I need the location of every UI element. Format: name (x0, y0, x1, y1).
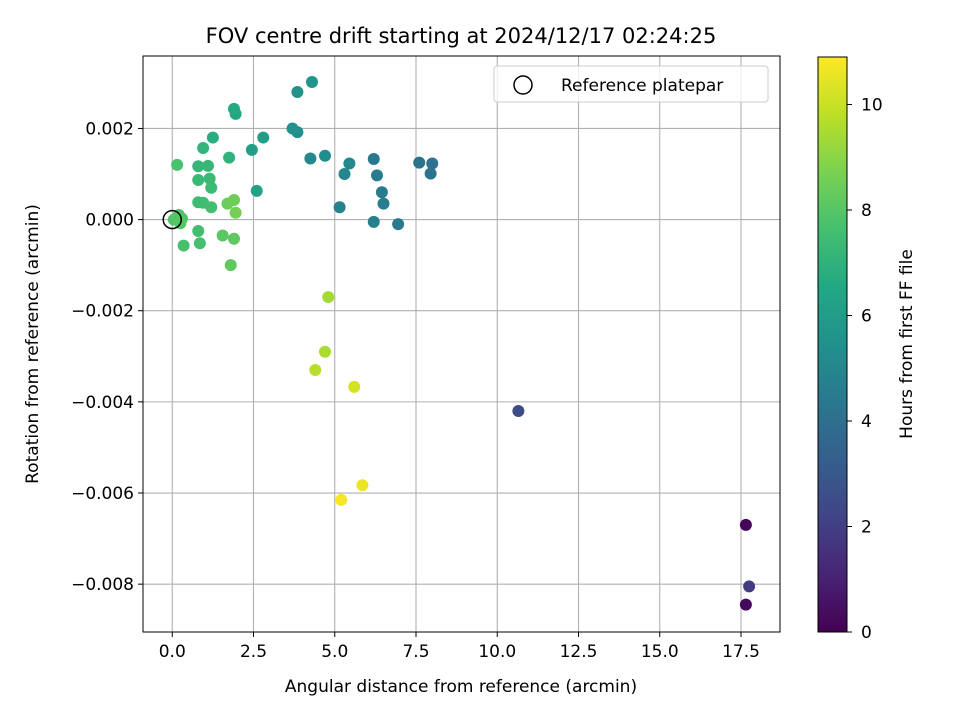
data-point (322, 291, 335, 304)
colorbar-tick-label: 6 (861, 306, 872, 326)
data-point (257, 131, 270, 144)
data-point (205, 201, 218, 214)
data-point (739, 518, 752, 531)
x-tick-label: 2.5 (240, 642, 267, 662)
legend-box (493, 65, 769, 103)
y-tick-label: 0.002 (85, 119, 134, 139)
x-tick-label: 12.5 (560, 642, 598, 662)
data-point (413, 156, 426, 169)
data-point (512, 404, 525, 417)
data-point (367, 152, 380, 165)
data-point (197, 142, 210, 155)
chart-title: FOV centre drift starting at 2024/12/17 … (206, 24, 717, 48)
colorbar-tick-label: 2 (861, 517, 872, 537)
data-point (319, 345, 331, 358)
data-point (245, 143, 258, 156)
data-point (192, 173, 205, 186)
data-point (192, 160, 205, 173)
x-tick-label: 0.0 (159, 642, 186, 662)
x-tick-label: 17.5 (722, 642, 760, 662)
data-point (286, 122, 299, 135)
data-point (171, 158, 184, 171)
data-point (392, 218, 405, 231)
data-points (167, 75, 756, 611)
data-point (333, 201, 346, 214)
data-point (739, 598, 752, 611)
data-point (250, 184, 263, 197)
x-tick-label: 5.0 (321, 642, 348, 662)
data-point (343, 157, 356, 170)
data-point (202, 159, 214, 172)
data-point (426, 157, 439, 170)
colorbar-tick-label: 4 (861, 412, 872, 432)
grid-lines (143, 56, 780, 632)
x-axis-ticks: 0.0 2.5 5.0 7.5 10.0 12.5 15.0 17.5 (159, 632, 760, 662)
data-point (338, 168, 351, 181)
data-point (228, 194, 240, 206)
y-tick-label: −0.008 (71, 575, 134, 595)
y-tick-label: 0.000 (85, 211, 134, 231)
colorbar-ticks: 0 2 4 6 8 10 (847, 95, 883, 643)
data-point (223, 151, 236, 164)
reference-marker-layer (162, 209, 182, 230)
data-point (319, 149, 331, 162)
colorbar-tick-label: 10 (861, 95, 883, 115)
data-point (375, 186, 388, 199)
y-axis-label: Rotation from reference (arcmin) (23, 204, 43, 484)
data-point (177, 239, 190, 252)
data-point (309, 363, 322, 376)
data-point (216, 229, 229, 242)
data-point (371, 169, 383, 182)
y-axis-ticks: 0.002 0.000 −0.002 −0.004 −0.006 −0.008 (71, 119, 143, 595)
y-tick-label: −0.004 (71, 393, 134, 413)
x-tick-label: 7.5 (402, 642, 429, 662)
data-point (356, 479, 369, 492)
data-point (192, 224, 205, 237)
data-point (348, 380, 361, 393)
data-point (203, 172, 216, 185)
data-point (224, 259, 237, 272)
data-point (304, 152, 317, 165)
data-point (424, 167, 437, 180)
data-point (335, 493, 348, 506)
data-point (291, 86, 304, 98)
data-point (229, 206, 242, 219)
legend: Reference platepar (493, 65, 769, 103)
legend-entry-reference-platepar: Reference platepar (561, 76, 723, 96)
data-point (367, 215, 380, 228)
x-axis-label: Angular distance from reference (arcmin) (285, 677, 637, 697)
x-tick-label: 10.0 (478, 642, 516, 662)
y-tick-label: −0.006 (71, 484, 134, 504)
x-tick-label: 15.0 (641, 642, 679, 662)
data-point (377, 197, 390, 210)
plot-area-frame (142, 55, 781, 633)
data-point (228, 232, 240, 245)
data-point (206, 131, 219, 144)
colorbar (817, 56, 848, 633)
colorbar-tick-label: 0 (861, 623, 872, 643)
y-tick-label: −0.002 (71, 302, 134, 322)
data-point (743, 580, 756, 593)
data-point (228, 102, 240, 115)
data-point (306, 75, 318, 88)
data-point (205, 181, 218, 194)
reference-platepar-marker (162, 209, 182, 230)
colorbar-tick-label: 8 (861, 201, 872, 221)
colorbar-label: Hours from first FF file (897, 249, 917, 439)
data-point (193, 237, 206, 250)
legend-marker-icon (513, 75, 533, 95)
